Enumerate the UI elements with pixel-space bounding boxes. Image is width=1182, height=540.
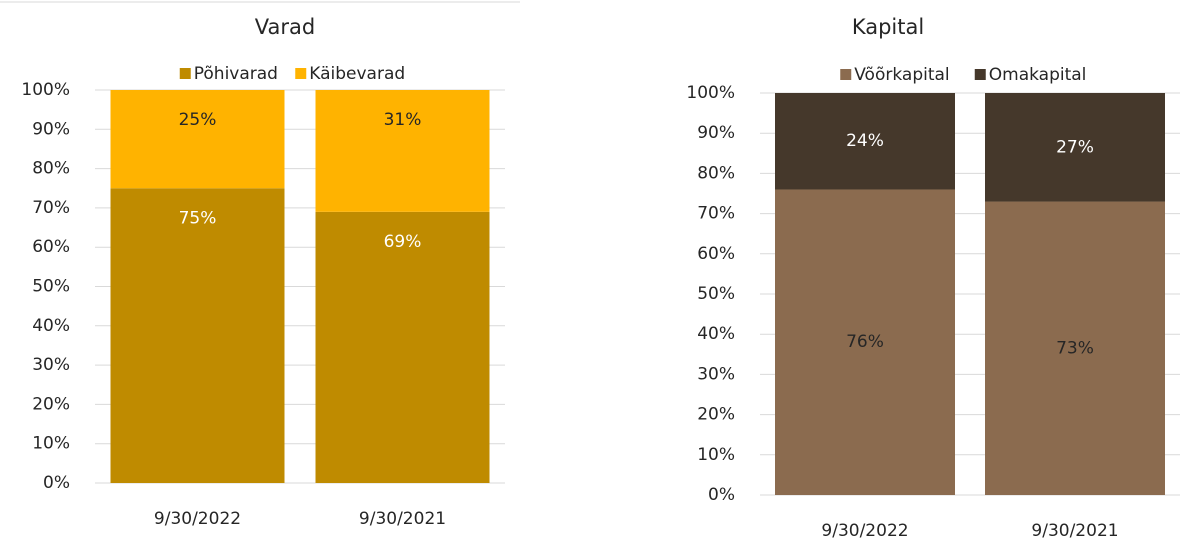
y-tick-label: 20%	[697, 405, 735, 425]
legend-label: Võõrkapital	[854, 65, 949, 85]
y-tick-label: 90%	[697, 123, 735, 143]
chart-title: Kapital	[852, 15, 924, 39]
data-label: 25%	[179, 110, 217, 130]
y-tick-label: 10%	[697, 445, 735, 465]
y-tick-label: 30%	[32, 355, 70, 375]
data-label: 73%	[1056, 338, 1094, 358]
data-label: 31%	[384, 110, 422, 130]
legend-label: Omakapital	[989, 65, 1087, 85]
legend-swatch	[840, 69, 852, 80]
bar-segment	[315, 90, 490, 212]
legend-label: Käibevarad	[309, 64, 405, 84]
bar-segment	[775, 93, 955, 190]
y-tick-label: 10%	[32, 434, 70, 454]
data-label: 76%	[846, 332, 884, 352]
bar-segment	[110, 188, 285, 483]
y-tick-label: 40%	[697, 324, 735, 344]
x-tick-label: 9/30/2022	[821, 521, 908, 540]
y-tick-label: 100%	[686, 83, 735, 103]
y-tick-label: 60%	[697, 244, 735, 264]
y-tick-label: 60%	[32, 237, 70, 257]
y-tick-label: 80%	[32, 159, 70, 179]
data-label: 27%	[1056, 137, 1094, 157]
data-label: 75%	[179, 208, 217, 228]
bar-segment	[985, 93, 1165, 202]
legend-swatch	[179, 68, 191, 79]
y-tick-label: 40%	[32, 316, 70, 336]
bar-segment	[315, 211, 490, 483]
legend-label: Põhivarad	[194, 64, 278, 84]
x-tick-label: 9/30/2021	[1031, 521, 1118, 540]
bar-segment	[775, 189, 955, 496]
y-tick-label: 50%	[697, 284, 735, 304]
y-tick-label: 80%	[697, 163, 735, 183]
x-tick-label: 9/30/2021	[359, 509, 446, 529]
y-tick-label: 0%	[43, 473, 70, 493]
y-tick-label: 30%	[697, 364, 735, 384]
data-label: 69%	[384, 232, 422, 252]
chart-title: Varad	[255, 15, 315, 39]
x-tick-label: 9/30/2022	[154, 509, 241, 529]
bar-segment	[110, 90, 285, 189]
y-tick-label: 70%	[697, 204, 735, 224]
y-tick-label: 20%	[32, 394, 70, 414]
legend-swatch	[974, 69, 986, 80]
data-label: 24%	[846, 131, 884, 151]
y-tick-label: 100%	[21, 80, 70, 100]
y-tick-label: 90%	[32, 119, 70, 139]
y-tick-label: 70%	[32, 198, 70, 218]
bar-segment	[985, 201, 1165, 496]
legend-swatch	[295, 68, 307, 79]
y-tick-label: 50%	[32, 277, 70, 297]
y-tick-label: 0%	[708, 485, 735, 505]
